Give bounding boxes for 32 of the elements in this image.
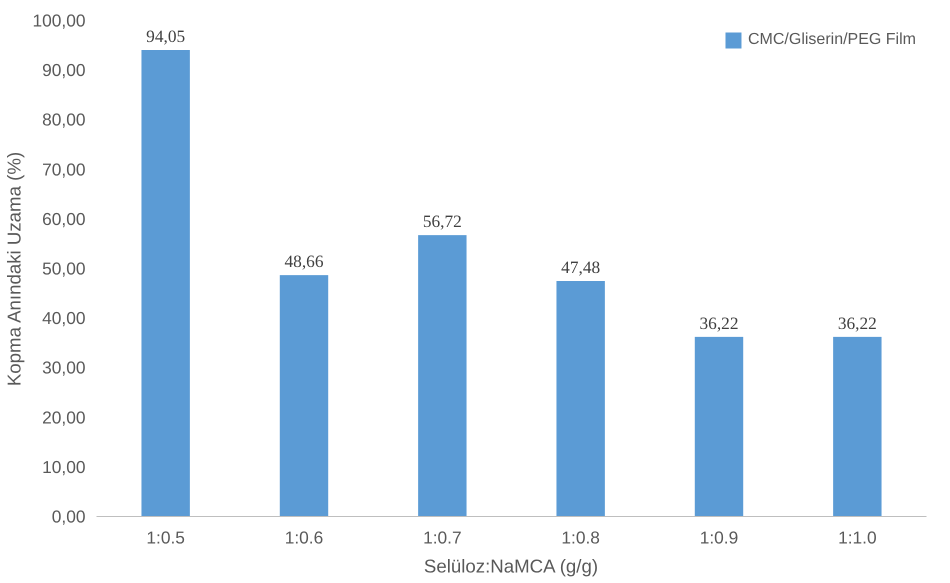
bar <box>141 50 190 516</box>
y-tick-label: 50,00 <box>42 258 86 278</box>
x-tick-label: 1:0.8 <box>561 528 600 548</box>
y-tick-label: 90,00 <box>42 60 86 80</box>
bar <box>833 336 882 516</box>
y-tick-label: 20,00 <box>42 407 86 428</box>
bar <box>556 281 605 516</box>
y-axis-title: Kopma Anındaki Uzama (%) <box>4 152 24 386</box>
data-label: 36,22 <box>700 314 739 333</box>
y-tick-label: 30,00 <box>42 358 86 378</box>
data-label: 94,05 <box>146 27 186 46</box>
bar <box>418 235 467 516</box>
x-tick-label: 1:0.7 <box>423 528 462 548</box>
y-tick-label: 60,00 <box>42 208 86 229</box>
x-tick-label: 1:0.6 <box>284 528 324 548</box>
bar <box>694 336 744 516</box>
x-axis-title: Selüloz:NaMCA (g/g) <box>424 556 598 576</box>
y-tick-label: 0,00 <box>52 506 86 526</box>
x-tick-label: 1:0.9 <box>700 528 738 548</box>
y-tick-label: 10,00 <box>42 456 86 477</box>
y-tick-label: 40,00 <box>42 308 86 328</box>
y-tick-label: 70,00 <box>42 159 86 180</box>
y-tick-label: 80,00 <box>42 110 86 130</box>
data-label: 36,22 <box>838 314 877 333</box>
legend-label: CMC/Gliserin/PEG Film <box>748 31 916 49</box>
data-label: 47,48 <box>561 258 600 277</box>
y-tick-label: 100,00 <box>32 10 86 30</box>
x-tick-label: 1:1.0 <box>838 528 877 548</box>
bar <box>280 275 328 516</box>
x-tick-label: 1:0.5 <box>146 528 185 548</box>
data-label: 56,72 <box>422 212 462 232</box>
data-label: 48,66 <box>284 252 324 272</box>
